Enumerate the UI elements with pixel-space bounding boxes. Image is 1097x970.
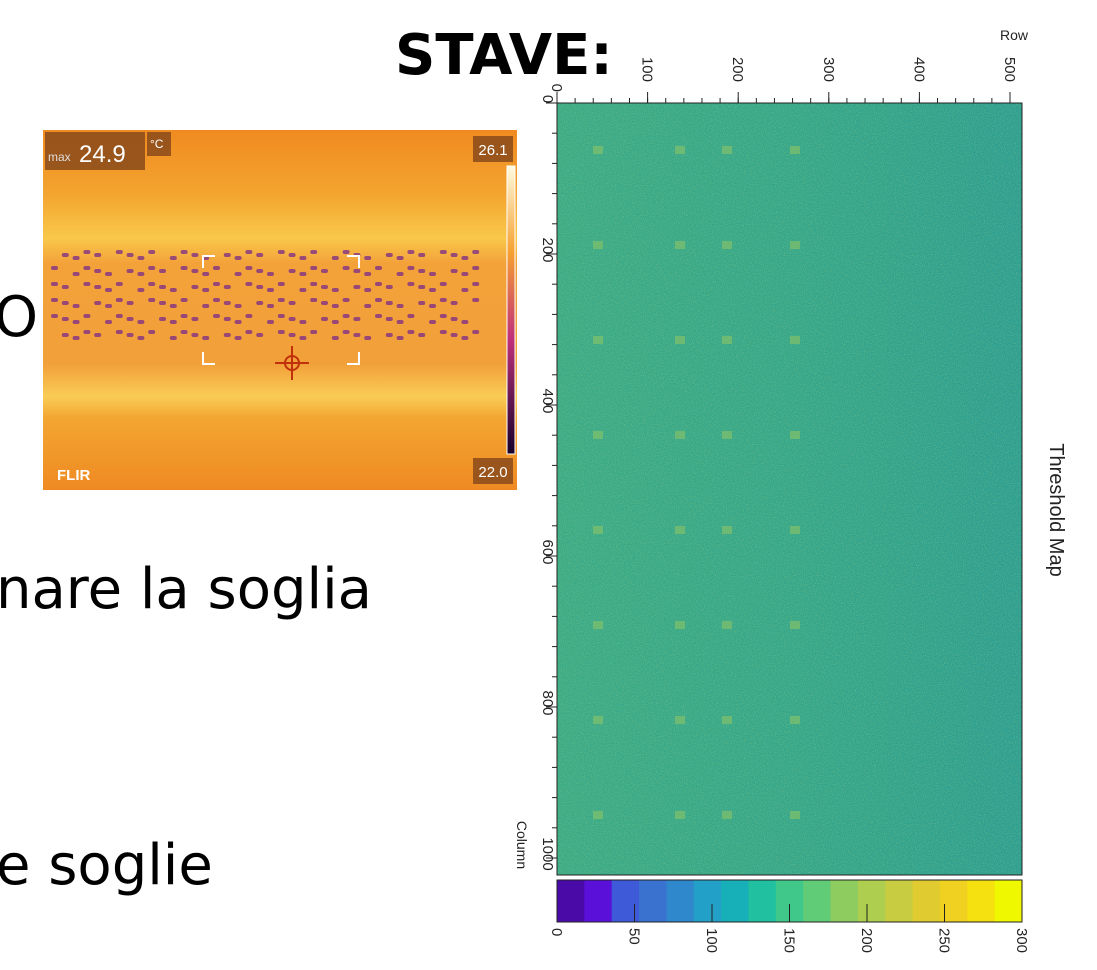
column-tick-label: 800 — [539, 690, 556, 715]
colorbar-segment — [995, 880, 1023, 922]
colorbar-segment — [913, 880, 941, 922]
spot — [593, 716, 603, 724]
spot — [790, 716, 800, 724]
column-tick-label: 400 — [539, 388, 556, 413]
spot — [790, 431, 800, 439]
row-tick-label: 500 — [1001, 57, 1018, 82]
spot — [722, 336, 732, 344]
row-tick-label: 200 — [729, 57, 746, 82]
spot — [675, 336, 685, 344]
spot — [722, 431, 732, 439]
column-tick-label: 200 — [539, 237, 556, 262]
colorbar-segment — [612, 880, 640, 922]
colorbar-tick-label: 50 — [626, 928, 643, 945]
spot — [593, 146, 603, 154]
column-label: Column — [514, 821, 530, 869]
colorbar-segment — [858, 880, 886, 922]
spot — [722, 716, 732, 724]
colorbar-segment — [831, 880, 859, 922]
spot — [593, 431, 603, 439]
colorbar-segment — [967, 880, 995, 922]
spot — [675, 146, 685, 154]
colorbar-segment — [803, 880, 831, 922]
spot — [675, 716, 685, 724]
spot — [675, 431, 685, 439]
spot — [675, 811, 685, 819]
spot — [790, 811, 800, 819]
spot — [790, 241, 800, 249]
colorbar-segment — [557, 880, 585, 922]
threshold-map: Row Threshold Map Column 0 100 200 300 400 50… — [0, 0, 1097, 970]
column-tick-label: 0 — [539, 95, 556, 103]
spot — [790, 526, 800, 534]
spot — [790, 336, 800, 344]
spot — [722, 526, 732, 534]
spot — [593, 621, 603, 629]
spot — [675, 621, 685, 629]
colorbar-segment — [721, 880, 749, 922]
colorbar-tick-label: 100 — [703, 928, 720, 953]
row-tick-label: 100 — [639, 57, 656, 82]
colorbar-tick-label: 200 — [858, 928, 875, 953]
spot — [722, 241, 732, 249]
colorbar-segment — [748, 880, 776, 922]
row-tick-label: 0 — [548, 84, 565, 92]
spot — [722, 621, 732, 629]
colorbar-segment — [584, 880, 612, 922]
spot — [790, 621, 800, 629]
colorbar-tick-label: 250 — [936, 928, 953, 953]
column-tick-label: 600 — [539, 539, 556, 564]
spot — [722, 146, 732, 154]
colorbar-tick-label: 300 — [1013, 928, 1030, 953]
spot — [722, 811, 732, 819]
spot — [593, 811, 603, 819]
spot — [675, 526, 685, 534]
spot — [593, 241, 603, 249]
row-label: Row — [1000, 27, 1029, 43]
slide: STAVE: O nare la soglia e soglie max 24 — [0, 0, 1097, 970]
column-tick-label: 1000 — [539, 837, 556, 870]
colorbar-segment — [694, 880, 722, 922]
map-title: Threshold Map — [1045, 443, 1067, 576]
spot — [790, 146, 800, 154]
spot — [593, 336, 603, 344]
colorbar-segment — [639, 880, 667, 922]
spot — [675, 241, 685, 249]
row-tick-label: 300 — [820, 57, 837, 82]
colorbar-segment — [885, 880, 913, 922]
spot — [593, 526, 603, 534]
colorbar-tick-label: 0 — [548, 928, 565, 936]
colorbar-tick-label: 150 — [781, 928, 798, 953]
colorbar-segment — [666, 880, 694, 922]
row-tick-label: 400 — [910, 57, 927, 82]
